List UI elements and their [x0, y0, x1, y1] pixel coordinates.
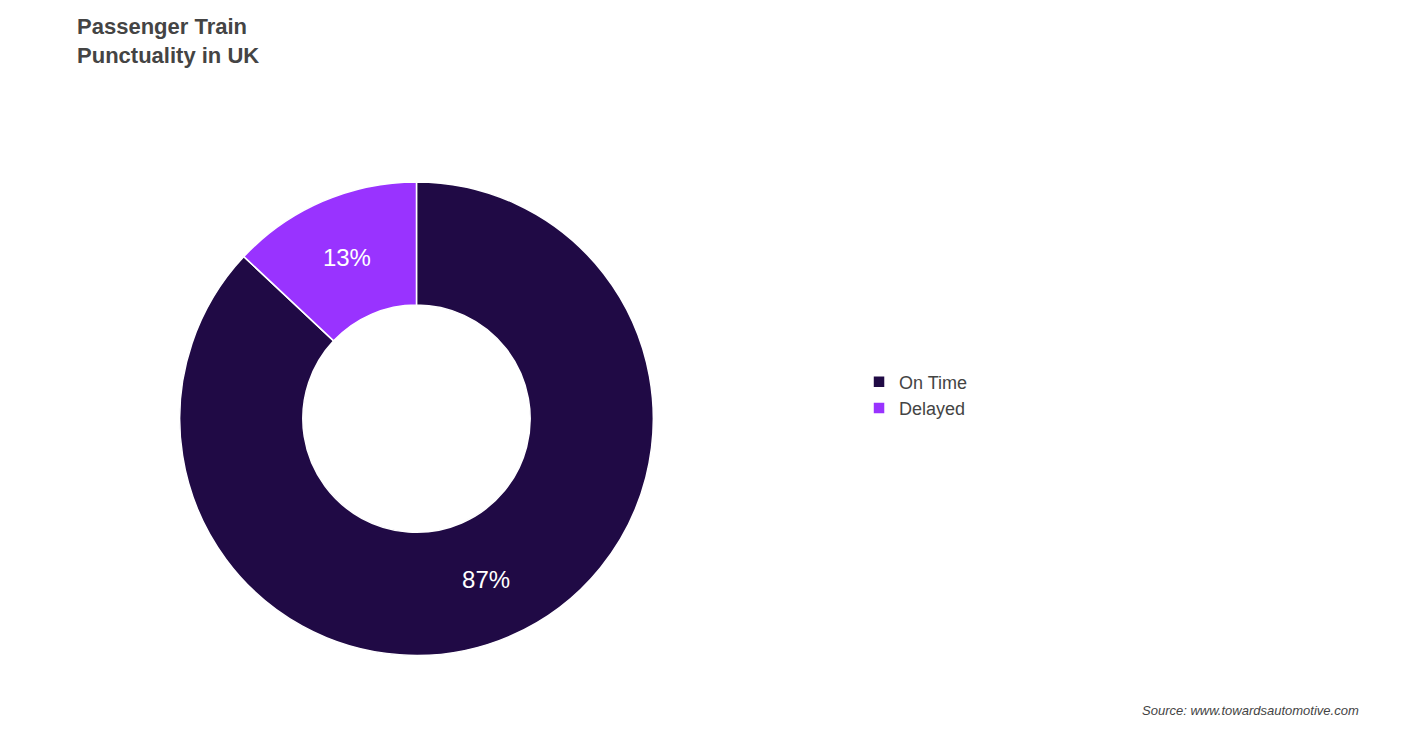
svg-text:Source: www.towardsautomotive.: Source: www.towardsautomotive.com [1142, 703, 1359, 718]
svg-text:87%: 87% [462, 566, 510, 593]
svg-text:On Time: On Time [899, 373, 967, 393]
svg-text:Delayed: Delayed [899, 399, 965, 419]
svg-text:Passenger TrainPunctuality in: Passenger TrainPunctuality in UK [77, 14, 259, 68]
svg-text:13%: 13% [323, 244, 371, 271]
